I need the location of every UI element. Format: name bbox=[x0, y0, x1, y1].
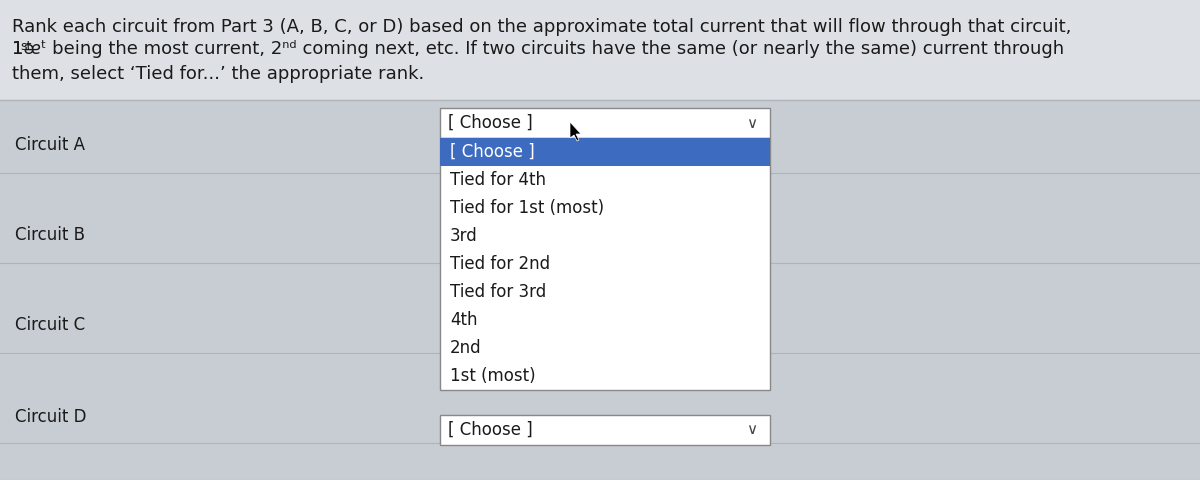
Text: [ Choose ]: [ Choose ] bbox=[450, 143, 535, 161]
Text: [ Choose ]: [ Choose ] bbox=[448, 114, 533, 132]
Text: 2nd: 2nd bbox=[450, 339, 481, 357]
FancyBboxPatch shape bbox=[440, 108, 770, 138]
Text: Circuit B: Circuit B bbox=[14, 226, 85, 244]
Text: Tied for 1st (most): Tied for 1st (most) bbox=[450, 199, 604, 217]
Text: 1ᴂᵗ being the most current, 2ⁿᵈ coming next, etc. If two circuits have the same : 1ᴂᵗ being the most current, 2ⁿᵈ coming n… bbox=[12, 40, 1064, 58]
Text: Circuit C: Circuit C bbox=[14, 316, 85, 334]
Text: Tied for 3rd: Tied for 3rd bbox=[450, 283, 546, 301]
Text: Tied for 2nd: Tied for 2nd bbox=[450, 255, 550, 273]
Text: [ Choose ]: [ Choose ] bbox=[448, 421, 533, 439]
Text: Circuit A: Circuit A bbox=[14, 136, 85, 154]
Text: ∨: ∨ bbox=[746, 116, 757, 131]
Text: 1: 1 bbox=[12, 40, 23, 58]
FancyBboxPatch shape bbox=[440, 415, 770, 445]
FancyBboxPatch shape bbox=[0, 0, 1200, 100]
Polygon shape bbox=[570, 122, 581, 141]
Text: 3rd: 3rd bbox=[450, 227, 478, 245]
Text: 4th: 4th bbox=[450, 311, 478, 329]
Text: Tied for 4th: Tied for 4th bbox=[450, 171, 546, 189]
Text: ∨: ∨ bbox=[746, 422, 757, 437]
FancyBboxPatch shape bbox=[440, 138, 770, 166]
FancyBboxPatch shape bbox=[440, 138, 770, 390]
Text: Rank each circuit from Part 3 (A, B, C, or D) based on the approximate total cur: Rank each circuit from Part 3 (A, B, C, … bbox=[12, 18, 1072, 36]
Text: Circuit D: Circuit D bbox=[14, 408, 86, 426]
Text: them, select ‘Tied for...’ the appropriate rank.: them, select ‘Tied for...’ the appropria… bbox=[12, 65, 425, 83]
Text: st: st bbox=[20, 40, 31, 53]
Text: 1st (most): 1st (most) bbox=[450, 367, 535, 385]
